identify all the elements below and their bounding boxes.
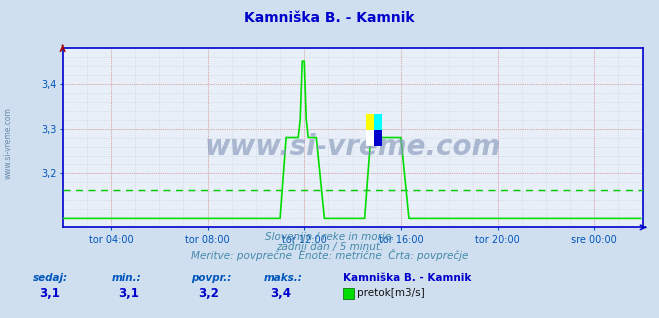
Text: min.:: min.: bbox=[112, 273, 142, 283]
Bar bbox=[366, 114, 374, 130]
Text: Kamniška B. - Kamnik: Kamniška B. - Kamnik bbox=[244, 11, 415, 25]
Text: Slovenija / reke in morje.: Slovenija / reke in morje. bbox=[265, 232, 394, 242]
Text: sedaj:: sedaj: bbox=[33, 273, 68, 283]
Text: 3,1: 3,1 bbox=[119, 287, 140, 300]
Text: 3,4: 3,4 bbox=[270, 287, 291, 300]
Text: www.si-vreme.com: www.si-vreme.com bbox=[4, 107, 13, 179]
Bar bbox=[374, 130, 382, 146]
Bar bbox=[366, 130, 374, 146]
Text: zadnji dan / 5 minut.: zadnji dan / 5 minut. bbox=[276, 242, 383, 252]
Text: Meritve: povprečne  Enote: metrične  Črta: povprečje: Meritve: povprečne Enote: metrične Črta:… bbox=[191, 249, 468, 261]
Text: 3,1: 3,1 bbox=[40, 287, 61, 300]
Text: povpr.:: povpr.: bbox=[191, 273, 231, 283]
Text: 3,2: 3,2 bbox=[198, 287, 219, 300]
Text: Kamniška B. - Kamnik: Kamniška B. - Kamnik bbox=[343, 273, 471, 283]
Bar bbox=[374, 114, 382, 130]
Text: pretok[m3/s]: pretok[m3/s] bbox=[357, 288, 425, 298]
Text: maks.:: maks.: bbox=[264, 273, 302, 283]
Text: www.si-vreme.com: www.si-vreme.com bbox=[204, 133, 501, 161]
